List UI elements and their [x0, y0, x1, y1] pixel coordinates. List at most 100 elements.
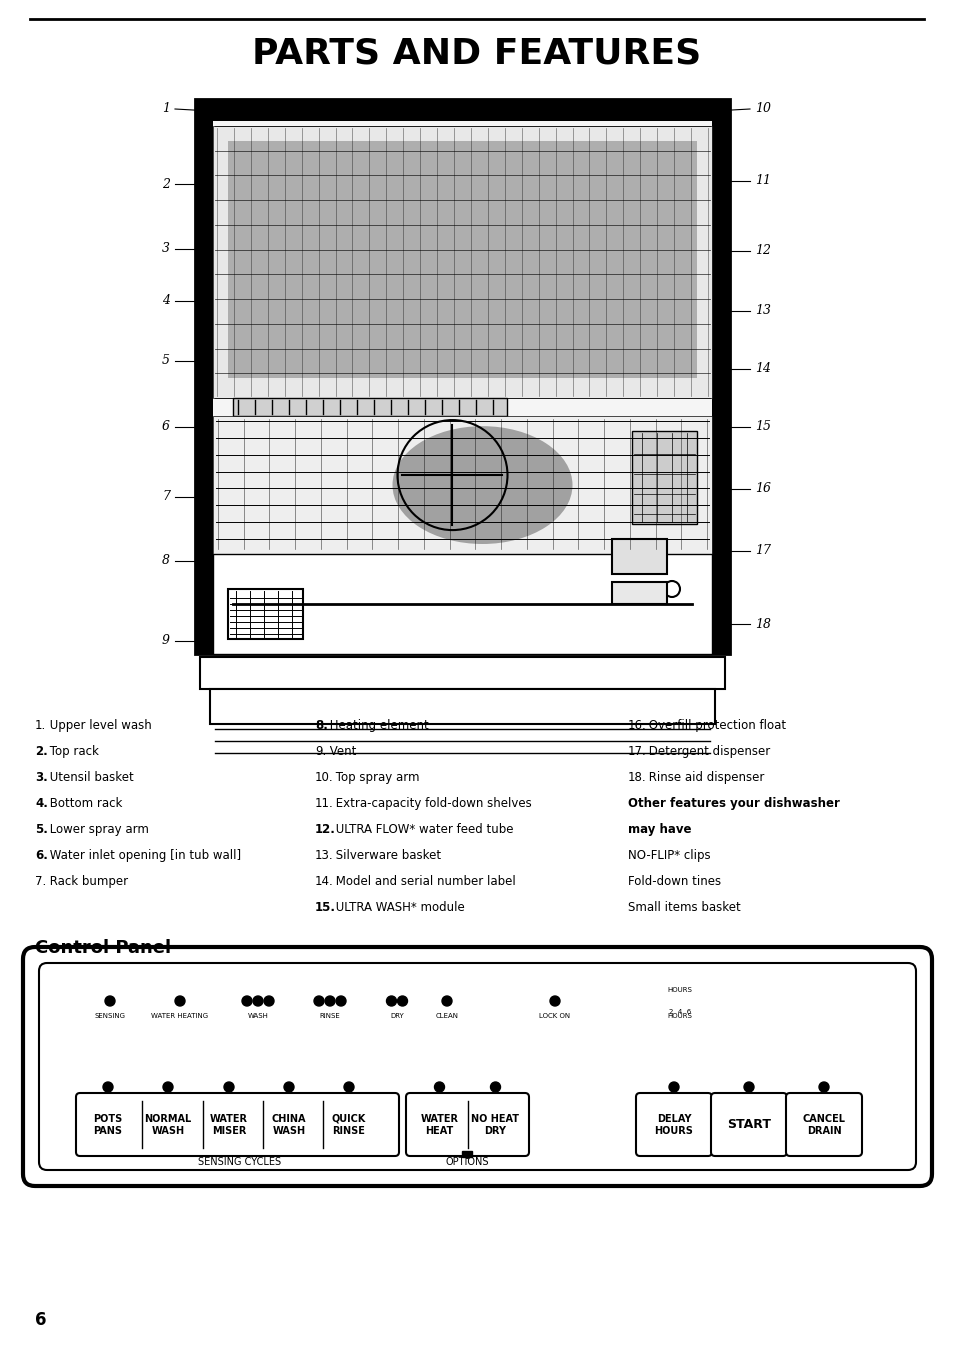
Text: Bottom rack: Bottom rack — [47, 796, 123, 810]
Text: 7.: 7. — [35, 875, 46, 887]
Text: WASH: WASH — [273, 1125, 305, 1136]
Text: NO HEAT: NO HEAT — [471, 1113, 519, 1124]
Text: 15.: 15. — [314, 901, 335, 915]
Text: 12: 12 — [754, 245, 770, 257]
Text: Other features your dishwasher: Other features your dishwasher — [627, 796, 839, 810]
Text: 16.: 16. — [627, 719, 646, 733]
Bar — [213, 126, 711, 398]
Text: 10.: 10. — [314, 771, 334, 784]
Text: Rinse aid dispenser: Rinse aid dispenser — [644, 771, 763, 784]
FancyBboxPatch shape — [785, 1093, 862, 1157]
Text: 14: 14 — [754, 363, 770, 375]
Text: 14.: 14. — [314, 875, 334, 887]
Text: Upper level wash: Upper level wash — [47, 719, 152, 733]
Text: QUICK: QUICK — [332, 1113, 366, 1124]
Text: Heating element: Heating element — [326, 719, 429, 733]
Circle shape — [386, 996, 396, 1006]
Text: WASH: WASH — [247, 1012, 268, 1019]
Circle shape — [264, 996, 274, 1006]
Text: 2: 2 — [162, 178, 170, 190]
Circle shape — [550, 996, 559, 1006]
Bar — [631, 431, 697, 525]
Text: Lower spray arm: Lower spray arm — [47, 824, 149, 836]
Circle shape — [242, 996, 252, 1006]
Text: 2.: 2. — [35, 745, 48, 758]
FancyBboxPatch shape — [636, 1093, 711, 1157]
Text: Overfill protection float: Overfill protection float — [644, 719, 785, 733]
Text: Top rack: Top rack — [47, 745, 99, 758]
Text: CHINA: CHINA — [272, 1113, 306, 1124]
Text: Utensil basket: Utensil basket — [47, 771, 134, 784]
Text: HEAT: HEAT — [425, 1125, 453, 1136]
Text: 10: 10 — [754, 102, 770, 116]
Text: 5: 5 — [162, 355, 170, 367]
Circle shape — [325, 996, 335, 1006]
Text: 6.: 6. — [35, 849, 48, 862]
Text: SENSING CYCLES: SENSING CYCLES — [197, 1157, 281, 1167]
Text: 8: 8 — [162, 554, 170, 568]
Text: 7: 7 — [162, 491, 170, 503]
Text: 6: 6 — [35, 1311, 47, 1329]
Text: DRY: DRY — [484, 1125, 506, 1136]
Text: Water inlet opening [in tub wall]: Water inlet opening [in tub wall] — [47, 849, 241, 862]
Circle shape — [314, 996, 324, 1006]
Bar — [210, 689, 714, 724]
Text: POTS: POTS — [93, 1113, 123, 1124]
Text: ULTRA FLOW* water feed tube: ULTRA FLOW* water feed tube — [332, 824, 513, 836]
Text: 11: 11 — [754, 174, 770, 188]
Text: NO-FLIP* clips: NO-FLIP* clips — [627, 849, 710, 862]
Text: 9: 9 — [162, 635, 170, 647]
Circle shape — [163, 1082, 172, 1093]
Text: 4.: 4. — [35, 796, 48, 810]
Circle shape — [663, 582, 679, 597]
Bar — [612, 582, 666, 603]
Text: 3.: 3. — [35, 771, 48, 784]
Text: 15: 15 — [754, 420, 770, 434]
Text: 3: 3 — [162, 242, 170, 255]
Text: 1: 1 — [162, 102, 170, 116]
Text: PANS: PANS — [93, 1125, 122, 1136]
Circle shape — [344, 1082, 354, 1093]
FancyBboxPatch shape — [23, 947, 931, 1186]
Circle shape — [103, 1082, 112, 1093]
Text: RINSE: RINSE — [333, 1125, 365, 1136]
Text: ULTRA WASH* module: ULTRA WASH* module — [332, 901, 464, 915]
Bar — [711, 99, 729, 654]
Bar — [461, 1151, 472, 1157]
Bar — [213, 416, 711, 554]
Text: LOCK ON: LOCK ON — [538, 1012, 570, 1019]
Text: 1.: 1. — [35, 719, 46, 733]
Text: HOURS: HOURS — [654, 1125, 693, 1136]
Circle shape — [105, 996, 115, 1006]
Circle shape — [668, 1082, 679, 1093]
Text: Top spray arm: Top spray arm — [332, 771, 418, 784]
Text: 17.: 17. — [627, 745, 646, 758]
Text: Vent: Vent — [326, 745, 356, 758]
Bar — [194, 99, 213, 654]
Circle shape — [284, 1082, 294, 1093]
Text: 13: 13 — [754, 304, 770, 318]
Text: Extra-capacity fold-down shelves: Extra-capacity fold-down shelves — [332, 796, 531, 810]
Circle shape — [490, 1082, 500, 1093]
FancyBboxPatch shape — [76, 1093, 398, 1157]
Text: 2  4  6: 2 4 6 — [668, 1008, 690, 1015]
Text: 18.: 18. — [627, 771, 646, 784]
Text: SENSING: SENSING — [94, 1012, 126, 1019]
Circle shape — [253, 996, 263, 1006]
Text: 13.: 13. — [314, 849, 334, 862]
Text: Control Panel: Control Panel — [35, 939, 171, 957]
Text: Fold-down tines: Fold-down tines — [627, 875, 720, 887]
Text: may have: may have — [627, 824, 691, 836]
Text: CANCEL: CANCEL — [801, 1113, 844, 1124]
Text: HOURS: HOURS — [667, 987, 692, 993]
FancyBboxPatch shape — [710, 1093, 786, 1157]
Text: WASH: WASH — [152, 1125, 184, 1136]
Text: MISER: MISER — [212, 1125, 246, 1136]
Text: NORMAL: NORMAL — [144, 1113, 192, 1124]
Circle shape — [441, 996, 452, 1006]
Text: WATER: WATER — [210, 1113, 248, 1124]
Circle shape — [174, 996, 185, 1006]
Bar — [200, 656, 724, 689]
Bar — [213, 554, 711, 654]
Text: CLEAN: CLEAN — [435, 1012, 458, 1019]
